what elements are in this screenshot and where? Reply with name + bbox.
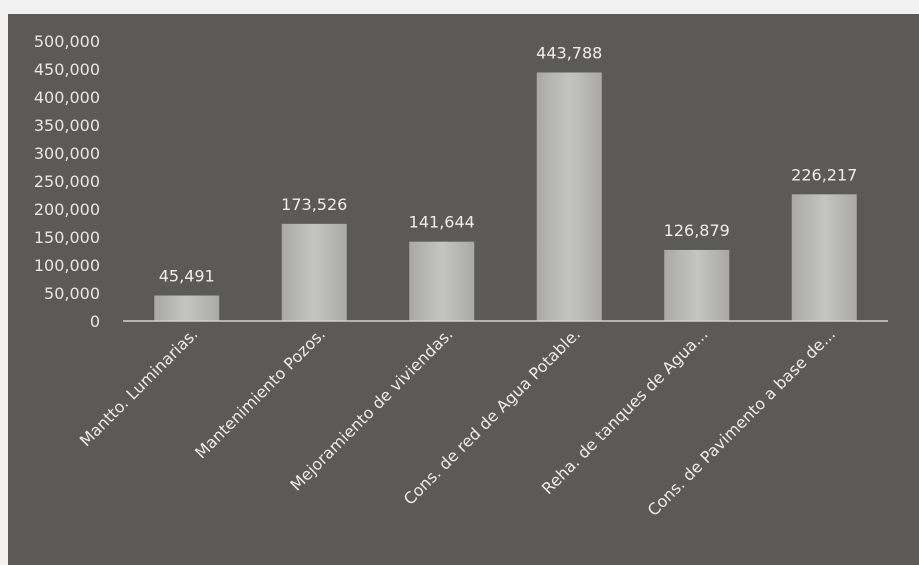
bar-data-label: 173,526 <box>281 195 347 214</box>
y-tick-label: 100,000 <box>34 256 100 275</box>
y-tick-label: 250,000 <box>34 172 100 191</box>
bar <box>281 223 347 321</box>
category-labels: Mantto. Luminarias.Mantenimiento Pozos.M… <box>76 324 839 519</box>
bar <box>664 249 730 321</box>
bar <box>154 295 220 321</box>
bar-data-label: 141,644 <box>409 213 475 232</box>
y-tick-label: 350,000 <box>34 116 100 135</box>
bar-data-label: 45,491 <box>159 267 215 286</box>
y-tick-label: 200,000 <box>34 200 100 219</box>
y-tick-label: 0 <box>90 312 100 331</box>
y-axis-tick-labels: 0 50,000 100,000 150,000 200,000 250,000 300,0… <box>34 32 100 331</box>
y-tick-label: 500,000 <box>34 32 100 51</box>
bar <box>791 194 857 321</box>
y-tick-label: 400,000 <box>34 88 100 107</box>
y-tick-label: 450,000 <box>34 60 100 79</box>
bar <box>409 241 475 321</box>
bar-series <box>154 72 857 321</box>
data-labels: 45,491 173,526 141,644 443,788 126,879 226,21… <box>159 43 858 285</box>
bar-chart: 0 50,000 100,000 150,000 200,000 250,000 300,0… <box>34 32 888 520</box>
bar <box>536 72 602 321</box>
bar-data-label: 226,217 <box>791 165 857 184</box>
x-category-label: Mantenimiento Pozos. <box>191 324 329 462</box>
y-tick-label: 300,000 <box>34 144 100 163</box>
y-tick-label: 50,000 <box>44 284 100 303</box>
x-category-label: Mantto. Luminarias. <box>76 324 202 450</box>
bar-data-label: 126,879 <box>664 221 730 240</box>
y-tick-label: 150,000 <box>34 228 100 247</box>
bar-data-label: 443,788 <box>536 43 602 62</box>
chart-frame: 0 50,000 100,000 150,000 200,000 250,000 300,0… <box>8 14 919 565</box>
